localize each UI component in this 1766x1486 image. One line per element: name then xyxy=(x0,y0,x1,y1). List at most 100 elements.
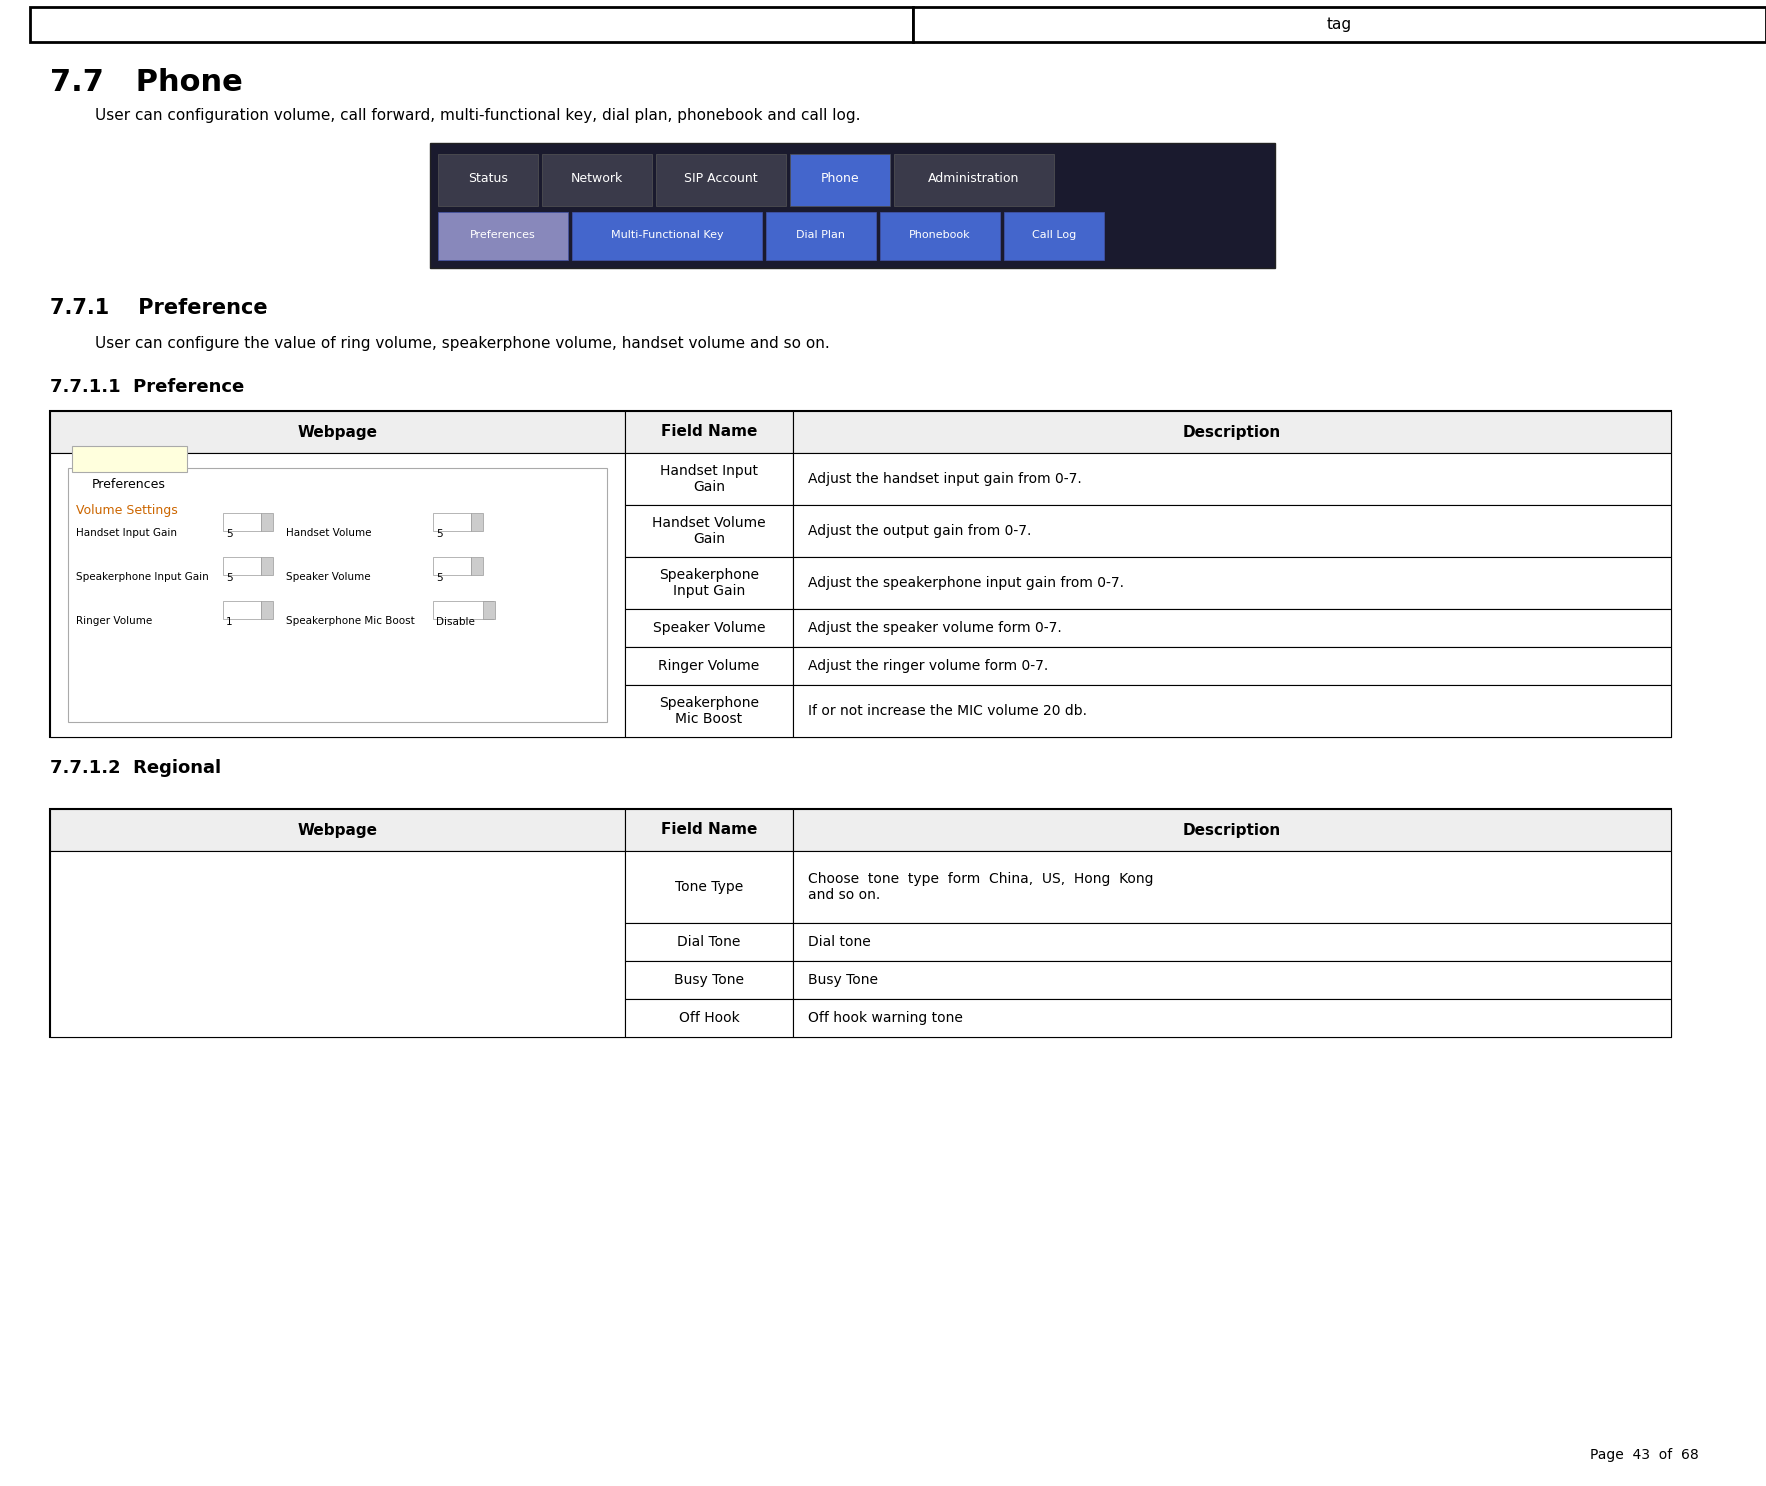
Bar xyxy=(766,212,876,260)
Bar xyxy=(223,513,261,531)
Bar xyxy=(793,923,1671,961)
Text: 5: 5 xyxy=(436,574,443,583)
Text: tag: tag xyxy=(1326,16,1353,33)
Text: Speakerphone
Input Gain: Speakerphone Input Gain xyxy=(659,568,759,597)
Text: SIP Account: SIP Account xyxy=(683,172,758,186)
Text: Speakerphone Input Gain: Speakerphone Input Gain xyxy=(76,572,208,583)
Bar xyxy=(49,453,625,737)
Text: Tone Type: Tone Type xyxy=(675,880,743,895)
Text: Ringer Volume: Ringer Volume xyxy=(659,658,759,673)
Bar xyxy=(793,412,1671,453)
Bar xyxy=(1005,212,1104,260)
Bar xyxy=(49,808,625,851)
Bar xyxy=(894,155,1054,207)
Text: Status: Status xyxy=(468,172,509,186)
Bar xyxy=(49,851,625,1037)
Bar xyxy=(625,808,793,851)
Bar xyxy=(542,155,652,207)
Bar xyxy=(572,212,761,260)
Text: 7.7.1.2  Regional: 7.7.1.2 Regional xyxy=(49,759,221,777)
Bar xyxy=(625,851,793,923)
Text: 7.7.1    Preference: 7.7.1 Preference xyxy=(49,299,268,318)
Text: Field Name: Field Name xyxy=(660,822,758,838)
Text: Phone: Phone xyxy=(821,172,860,186)
Bar xyxy=(472,557,482,575)
Bar xyxy=(438,155,539,207)
Text: Off hook warning tone: Off hook warning tone xyxy=(809,1010,962,1025)
Text: Handset Input
Gain: Handset Input Gain xyxy=(660,464,758,495)
Text: Adjust the output gain from 0-7.: Adjust the output gain from 0-7. xyxy=(809,525,1031,538)
Bar xyxy=(261,513,274,531)
Text: Network: Network xyxy=(570,172,623,186)
Bar xyxy=(793,685,1671,737)
Text: Adjust the speaker volume form 0-7.: Adjust the speaker volume form 0-7. xyxy=(809,621,1061,635)
Text: Description: Description xyxy=(1183,822,1280,838)
Bar xyxy=(625,412,793,453)
Text: Speaker Volume: Speaker Volume xyxy=(653,621,765,635)
Text: Multi-Functional Key: Multi-Functional Key xyxy=(611,230,724,241)
Bar xyxy=(625,685,793,737)
Bar xyxy=(625,505,793,557)
Text: Field Name: Field Name xyxy=(660,425,758,440)
Text: Preferences: Preferences xyxy=(470,230,535,241)
Bar xyxy=(49,412,625,453)
Bar xyxy=(625,646,793,685)
Text: 7.7.1.1  Preference: 7.7.1.1 Preference xyxy=(49,377,244,395)
Text: Adjust the handset input gain from 0-7.: Adjust the handset input gain from 0-7. xyxy=(809,473,1083,486)
Text: Adjust the ringer volume form 0-7.: Adjust the ringer volume form 0-7. xyxy=(809,658,1049,673)
Text: Speaker Volume: Speaker Volume xyxy=(286,572,371,583)
Bar xyxy=(913,7,1766,42)
Bar xyxy=(793,557,1671,609)
Text: Handset Volume
Gain: Handset Volume Gain xyxy=(652,516,766,545)
Text: Dial Tone: Dial Tone xyxy=(678,935,740,950)
Text: Busy Tone: Busy Tone xyxy=(675,973,743,987)
Bar xyxy=(793,851,1671,923)
Bar xyxy=(49,412,1671,737)
Text: Dial tone: Dial tone xyxy=(809,935,871,950)
Text: 5: 5 xyxy=(226,529,233,539)
Text: User can configuration volume, call forward, multi-functional key, dial plan, ph: User can configuration volume, call forw… xyxy=(95,108,860,123)
Bar xyxy=(625,961,793,999)
Bar xyxy=(793,961,1671,999)
Bar xyxy=(793,808,1671,851)
Text: Speakerphone Mic Boost: Speakerphone Mic Boost xyxy=(286,617,415,626)
Text: Page  43  of  68: Page 43 of 68 xyxy=(1589,1447,1699,1462)
Text: 5: 5 xyxy=(436,529,443,539)
Text: Volume Settings: Volume Settings xyxy=(76,504,178,517)
Text: 5: 5 xyxy=(226,574,233,583)
Text: Dial Plan: Dial Plan xyxy=(796,230,846,241)
Bar xyxy=(879,212,1000,260)
Bar xyxy=(438,212,569,260)
Text: Adjust the speakerphone input gain from 0-7.: Adjust the speakerphone input gain from … xyxy=(809,577,1123,590)
Text: Choose  tone  type  form  China,  US,  Hong  Kong
and so on.: Choose tone type form China, US, Hong Ko… xyxy=(809,872,1153,902)
Bar xyxy=(625,999,793,1037)
Text: Handset Volume: Handset Volume xyxy=(286,528,371,538)
Bar xyxy=(261,600,274,620)
Bar xyxy=(30,7,913,42)
Bar xyxy=(789,155,890,207)
Bar xyxy=(625,923,793,961)
Text: 1: 1 xyxy=(226,617,233,627)
Text: Phonebook: Phonebook xyxy=(909,230,971,241)
Text: Ringer Volume: Ringer Volume xyxy=(76,617,152,626)
Bar xyxy=(472,513,482,531)
Text: Disable: Disable xyxy=(436,617,475,627)
Text: Handset Input Gain: Handset Input Gain xyxy=(76,528,177,538)
Bar xyxy=(625,557,793,609)
Bar xyxy=(625,609,793,646)
Bar xyxy=(433,600,493,620)
Text: Description: Description xyxy=(1183,425,1280,440)
Bar xyxy=(793,999,1671,1037)
Text: Preferences: Preferences xyxy=(92,478,166,492)
Bar xyxy=(429,143,1275,267)
Bar xyxy=(625,453,793,505)
Bar xyxy=(261,557,274,575)
Bar xyxy=(72,446,187,473)
Text: 7.7   Phone: 7.7 Phone xyxy=(49,68,242,97)
Bar xyxy=(433,557,472,575)
Bar xyxy=(49,808,1671,1037)
Text: Busy Tone: Busy Tone xyxy=(809,973,878,987)
Bar xyxy=(793,646,1671,685)
Text: If or not increase the MIC volume 20 db.: If or not increase the MIC volume 20 db. xyxy=(809,704,1088,718)
Text: Webpage: Webpage xyxy=(297,822,378,838)
